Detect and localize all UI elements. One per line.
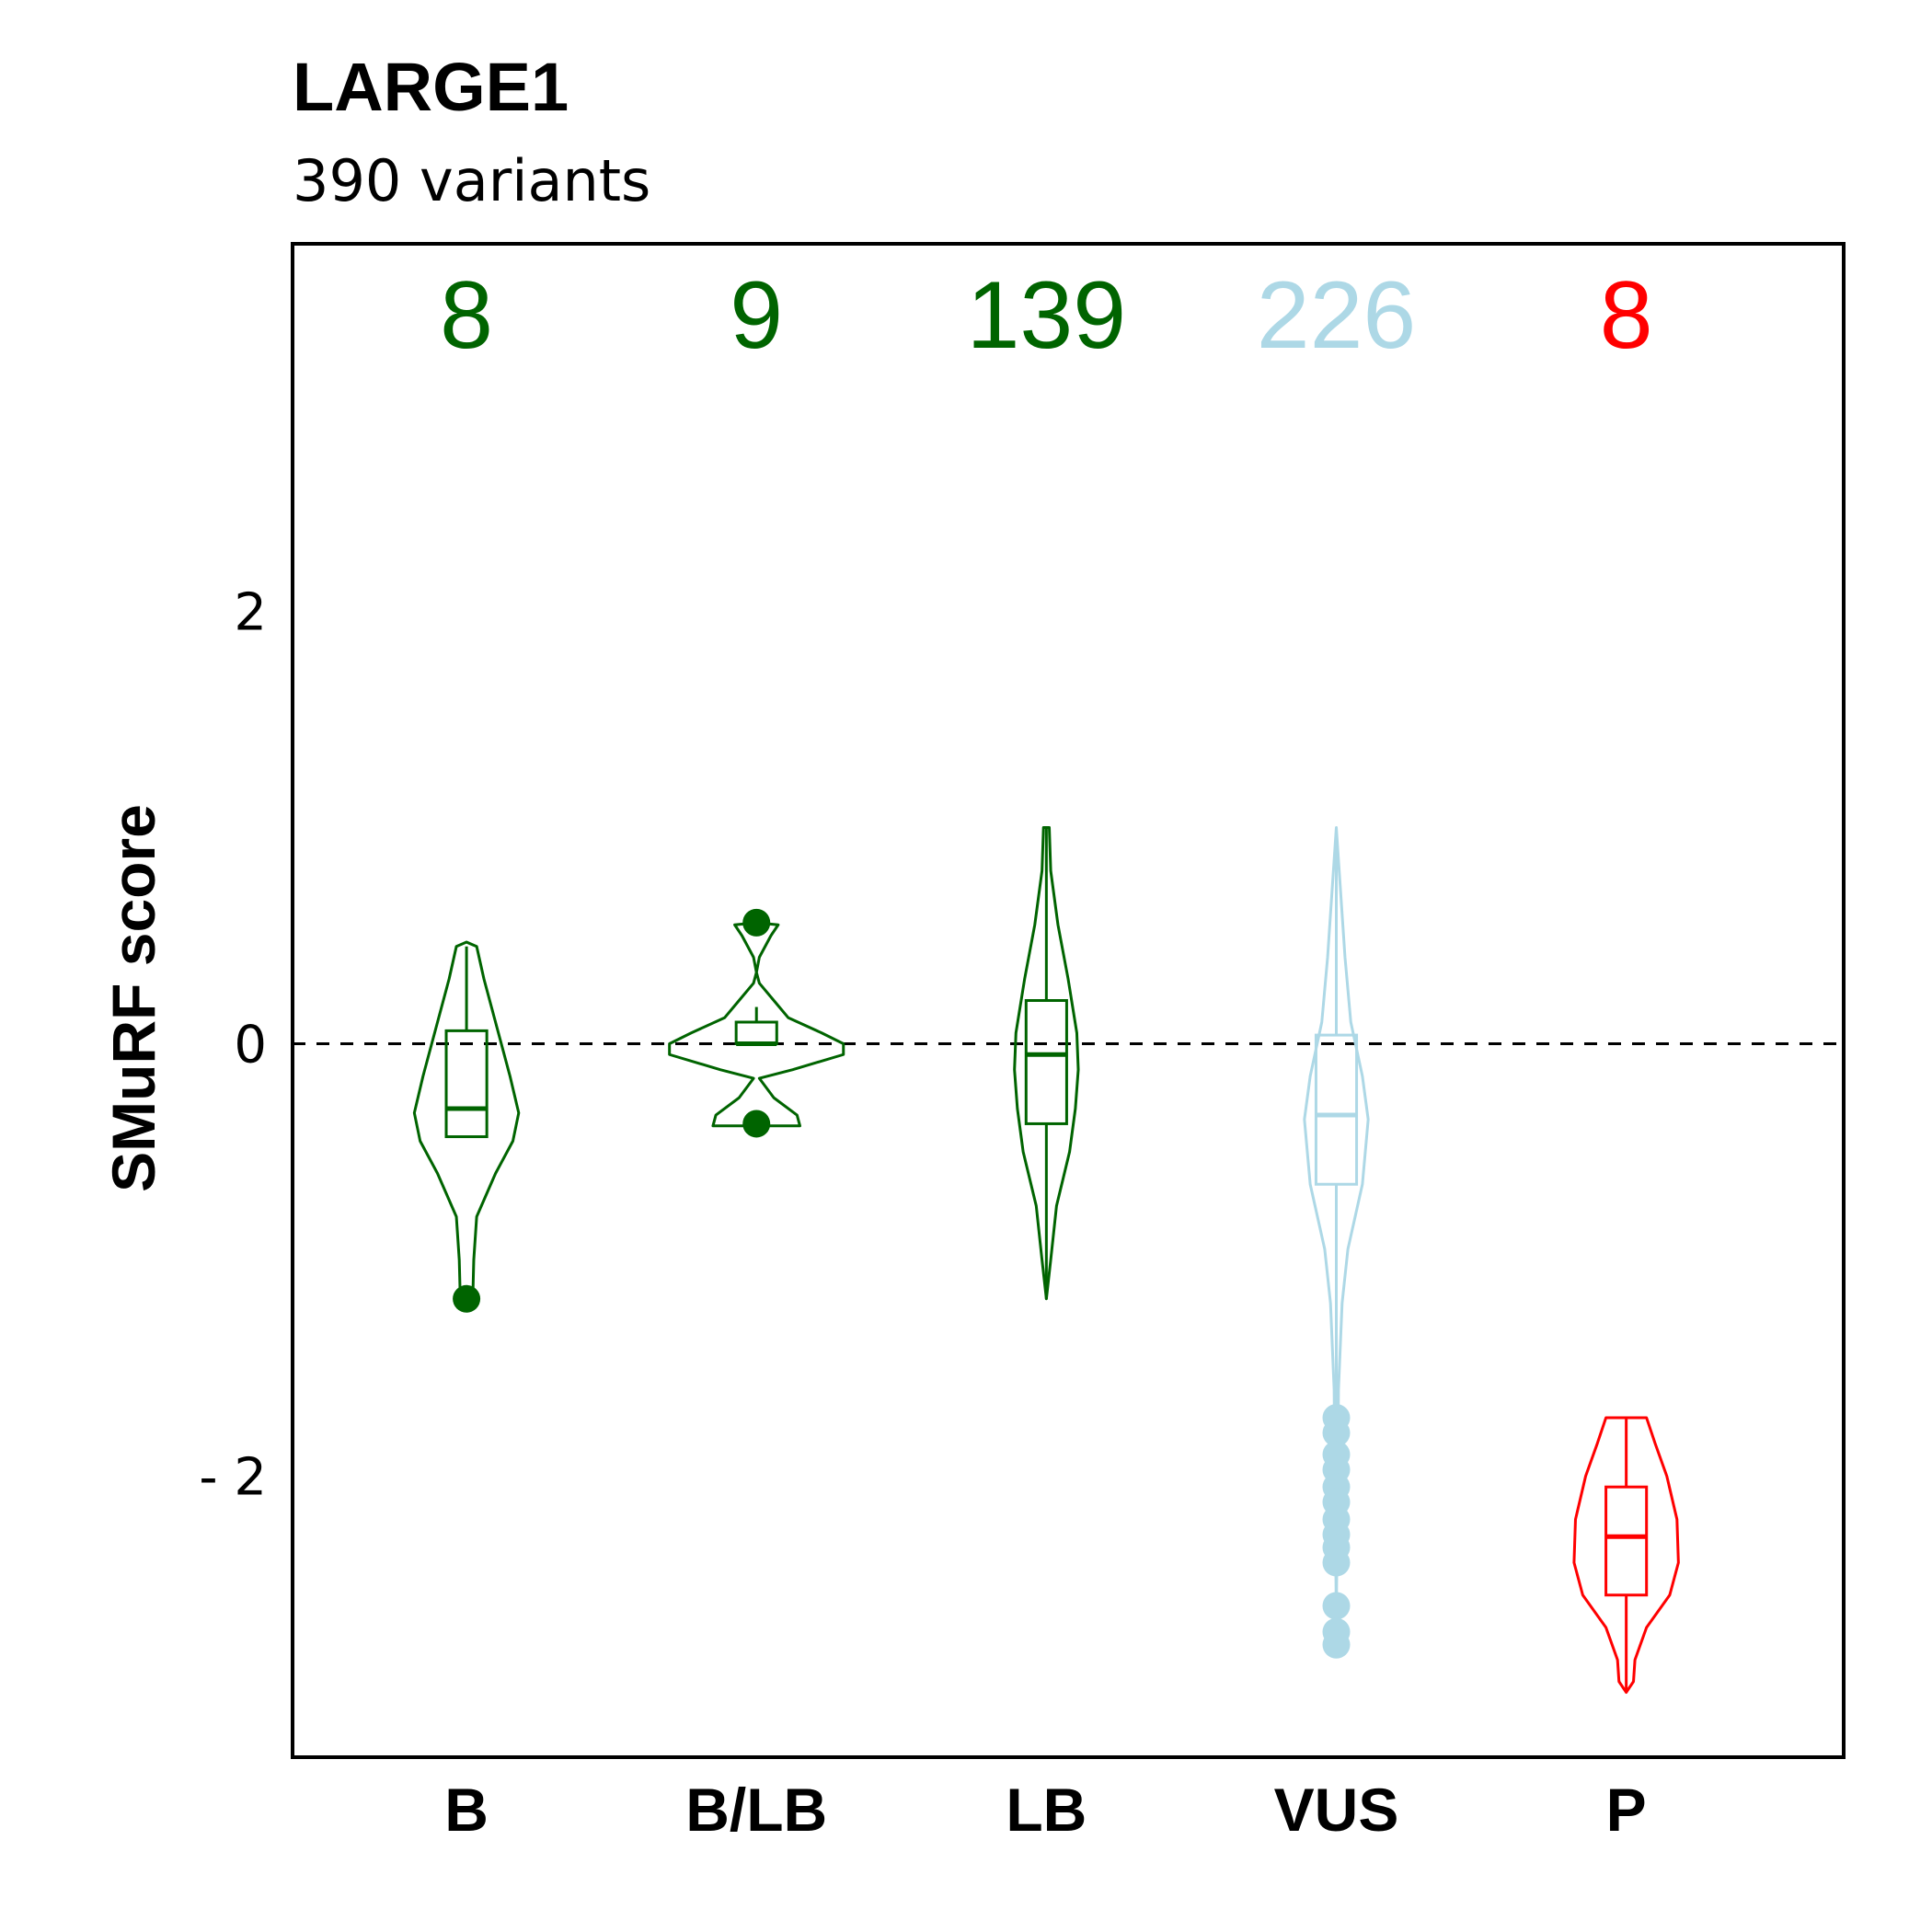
- outlier-point: [742, 908, 771, 937]
- violin-group-lb: [1013, 826, 1080, 1301]
- x-category-label: P: [1606, 1776, 1647, 1844]
- x-category-label: B: [444, 1776, 489, 1844]
- outlier-point: [1322, 1548, 1351, 1577]
- count-label: 139: [967, 262, 1127, 369]
- count-label: 226: [1257, 262, 1417, 369]
- count-label: 9: [730, 262, 783, 369]
- violin-group-b: [412, 940, 521, 1313]
- y-tick-label: 0: [234, 1016, 267, 1075]
- outlier-point: [1322, 1592, 1351, 1620]
- outlier-point: [742, 1110, 771, 1138]
- box-iqr: [1314, 1033, 1359, 1186]
- x-category-label: B/LB: [685, 1776, 827, 1844]
- x-axis-categories: B B/LB LB VUS P: [444, 1776, 1646, 1844]
- violin-group-vus: [1303, 826, 1370, 1659]
- violin-group-b-lb: [668, 908, 845, 1138]
- chart-title: LARGE1: [293, 49, 569, 125]
- box-iqr: [1604, 1485, 1649, 1597]
- plot-frame: [291, 242, 1846, 1759]
- y-axis-ticks: - 2 0 2: [199, 583, 267, 1508]
- chart-subtitle: 390 variants: [293, 147, 650, 214]
- violin-outline: [412, 940, 521, 1301]
- violin-layer: [412, 826, 1680, 1694]
- box-iqr: [1024, 999, 1068, 1125]
- count-label: 8: [440, 262, 493, 369]
- box-iqr: [734, 1020, 778, 1045]
- count-label: 8: [1600, 262, 1653, 369]
- box-iqr: [444, 1029, 489, 1139]
- count-label-layer: 8 9 139 226 8: [440, 262, 1652, 369]
- x-category-label: LB: [1006, 1776, 1087, 1844]
- y-axis-label: SMuRF score: [99, 804, 167, 1192]
- x-category-label: VUS: [1274, 1776, 1399, 1844]
- violin-group-p: [1572, 1416, 1680, 1694]
- y-tick-label: - 2: [199, 1448, 267, 1508]
- outlier-point: [1322, 1630, 1351, 1659]
- violin-outline: [668, 921, 845, 1128]
- outlier-point: [1322, 1419, 1351, 1447]
- y-tick-label: 2: [234, 583, 267, 643]
- outlier-point: [453, 1284, 481, 1313]
